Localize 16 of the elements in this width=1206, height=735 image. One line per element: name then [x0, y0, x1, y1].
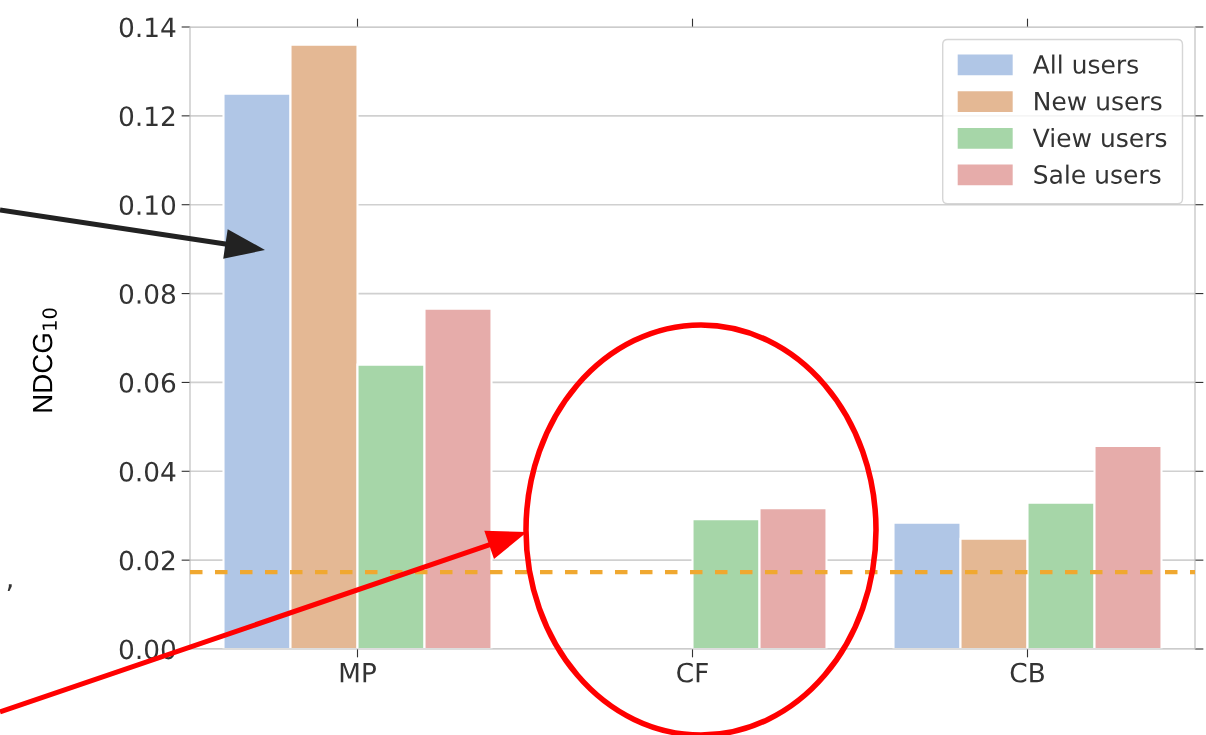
y-tick-label: 0.10 [119, 195, 176, 216]
y-tick-label: 0.08 [119, 284, 175, 304]
x-tick-label: MP [340, 663, 376, 683]
y-tick-label: 0.12 [119, 106, 175, 127]
y-tick-label: 0.06 [119, 372, 176, 393]
text: , [7, 584, 12, 591]
y-tick-label: 0.04 [119, 461, 176, 482]
x-tick-label: CF [677, 662, 708, 683]
legend-label: New users [1035, 91, 1162, 111]
y-tick-label: 0.14 [119, 17, 176, 38]
legend-label: Sale users [1034, 164, 1161, 184]
y-tick-label: 0.02 [119, 550, 175, 571]
legend-label: All users [1032, 54, 1138, 74]
legend-label: View users [1032, 127, 1167, 148]
y-axis-title: NDCG$_{10}$ [32, 308, 57, 412]
x-tick-label: CB [1010, 662, 1044, 683]
